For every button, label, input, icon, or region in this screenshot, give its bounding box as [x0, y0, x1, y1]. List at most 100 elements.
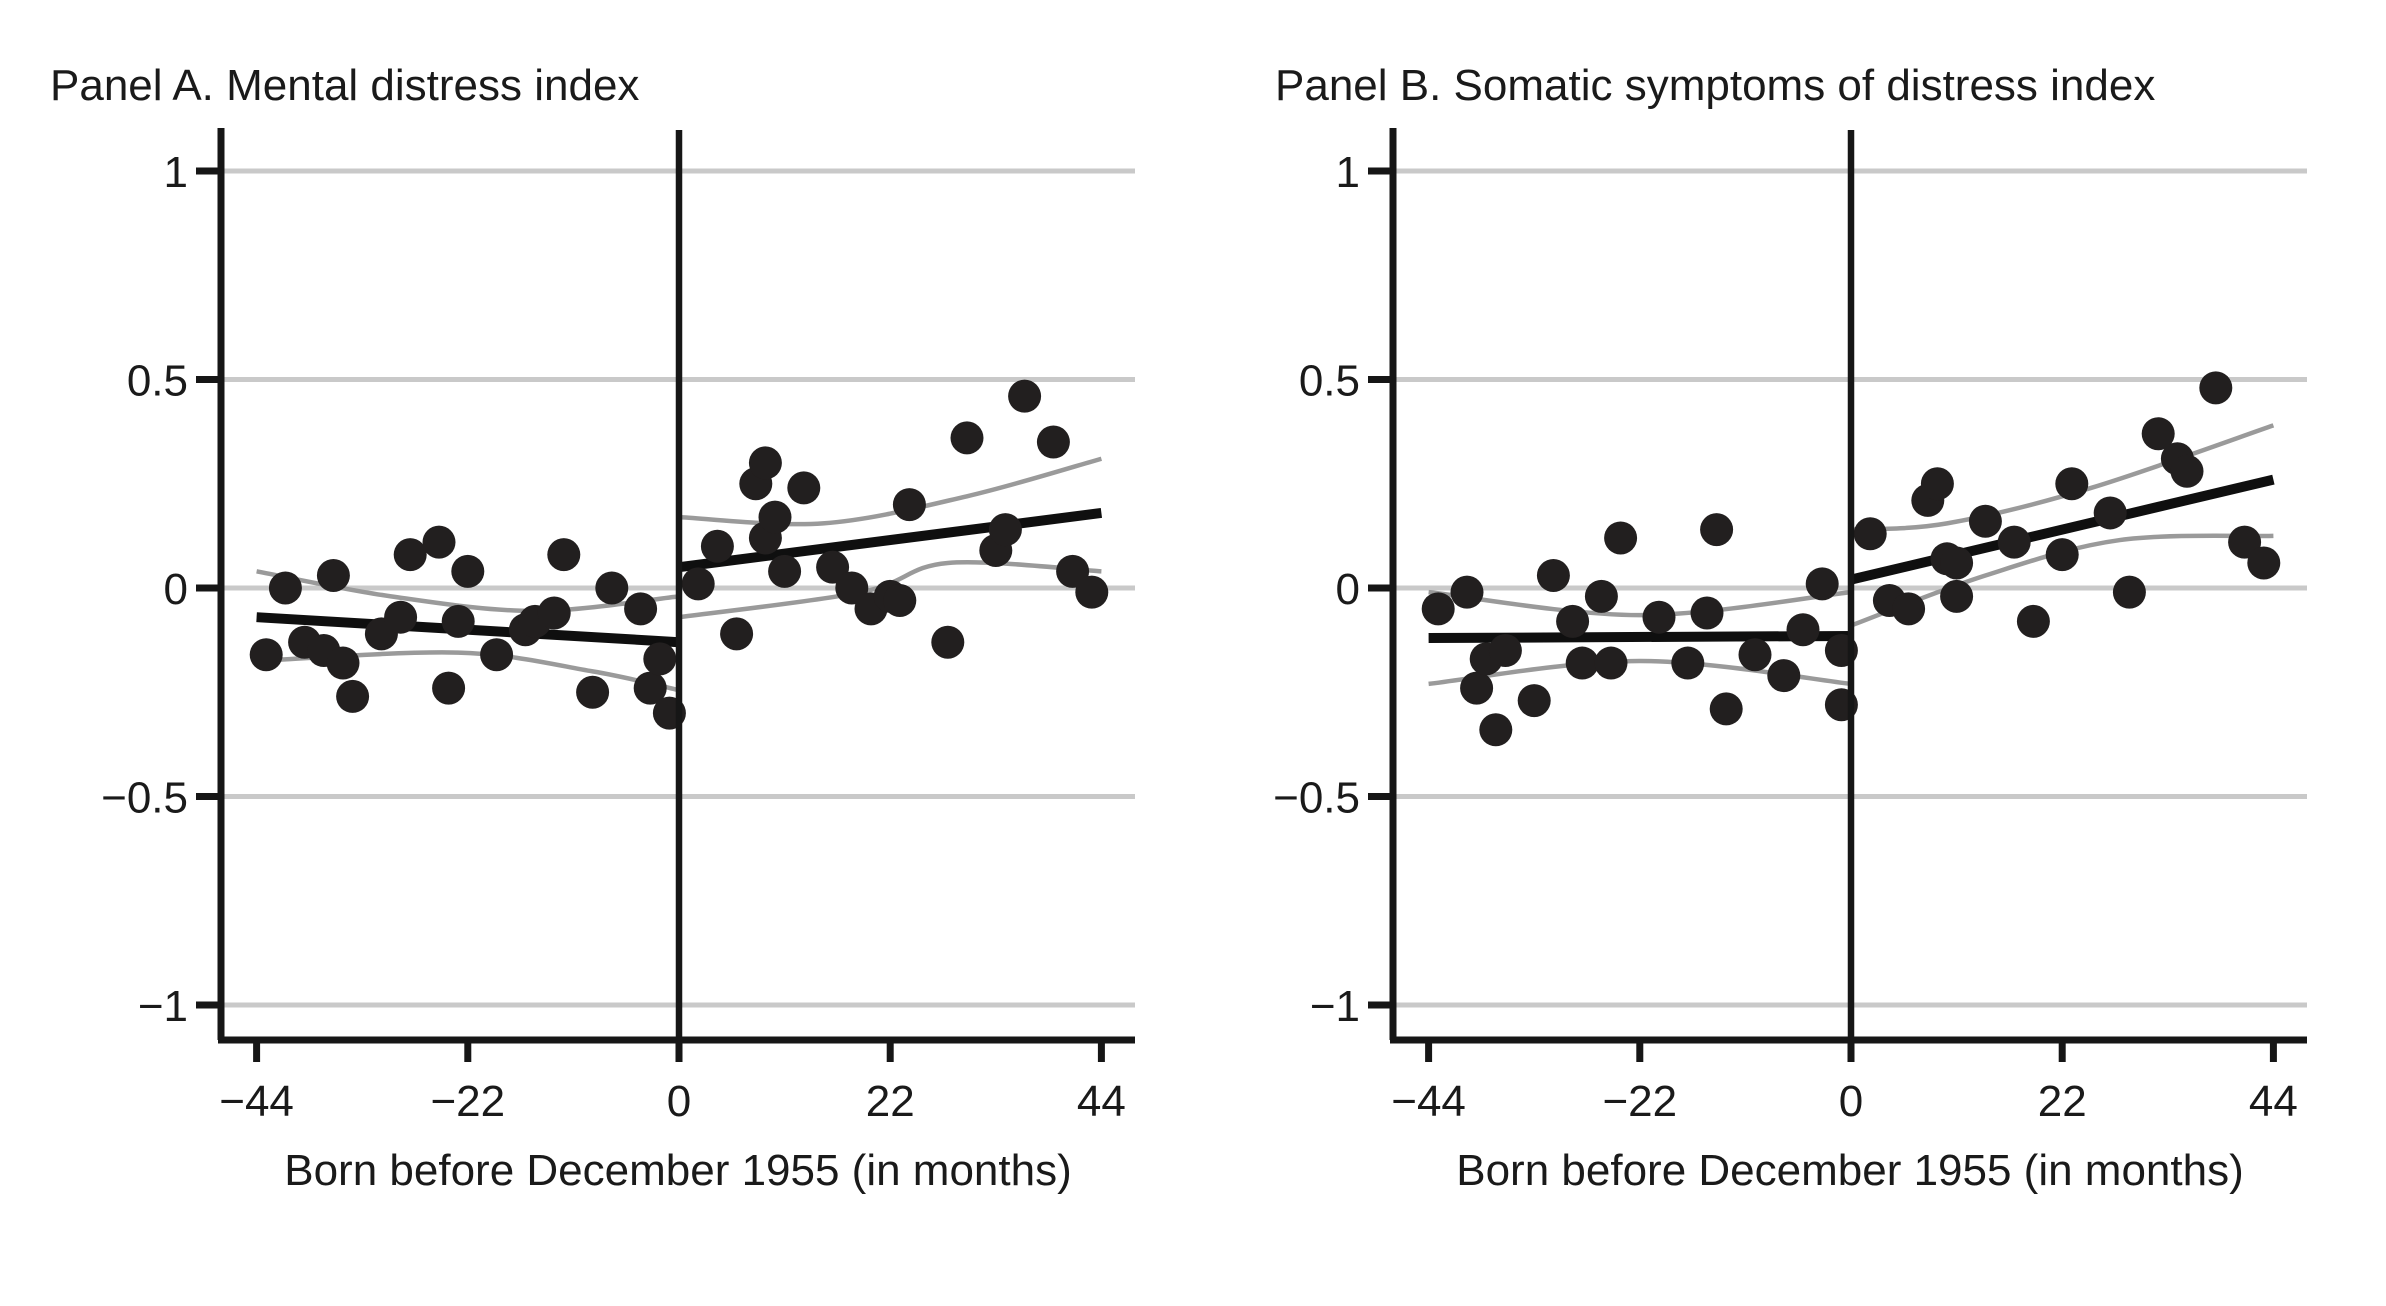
fit-line — [678, 507, 1103, 573]
data-point — [892, 488, 926, 522]
y-tick-label: 0 — [164, 565, 188, 614]
y-tick-label: −1 — [1310, 982, 1360, 1031]
data-point — [384, 600, 418, 634]
x-tick-label: 22 — [866, 1077, 915, 1126]
y-tick-label: 0 — [1336, 565, 1360, 614]
data-point — [451, 554, 485, 588]
panel-b-xaxis-label: Born before December 1955 (in months) — [1456, 1146, 2244, 1195]
data-point — [1584, 579, 1618, 613]
confidence-band-line — [678, 560, 1102, 620]
data-point — [1853, 517, 1887, 551]
data-point — [1642, 600, 1676, 634]
data-point — [2055, 467, 2089, 501]
data-point — [326, 646, 360, 680]
data-point — [988, 513, 1022, 547]
data-point — [2199, 371, 2233, 405]
data-point — [1997, 525, 2031, 559]
data-point — [1565, 646, 1599, 680]
data-point — [1488, 634, 1522, 668]
y-tick-label: −1 — [138, 982, 188, 1031]
data-point — [1671, 646, 1705, 680]
panel-a-plot-group: 1 0.5 0 −0.5 −1 −44 −22 0 22 44 — [101, 128, 1135, 1126]
data-point — [1690, 596, 1724, 630]
x-tick-label: −44 — [1391, 1077, 1466, 1126]
fit-line — [1428, 630, 1852, 644]
fit-line — [1849, 474, 2275, 585]
data-point — [1056, 554, 1090, 588]
data-point — [1892, 592, 1926, 626]
confidence-band-line — [256, 569, 680, 614]
data-point — [624, 592, 658, 626]
data-point — [393, 538, 427, 572]
x-tick-label: 44 — [1077, 1077, 1126, 1126]
data-point — [1036, 425, 1070, 459]
data-point — [1940, 546, 1974, 580]
panel-b-title: Panel B. Somatic symptoms of distress in… — [1275, 61, 2155, 110]
x-tick-label: −22 — [430, 1077, 505, 1126]
data-point — [537, 596, 571, 630]
data-point — [2093, 496, 2127, 530]
data-point — [1517, 684, 1551, 718]
y-tick-label: 0.5 — [127, 357, 188, 406]
data-point — [1738, 638, 1772, 672]
data-point — [1920, 467, 1954, 501]
data-point — [931, 625, 965, 659]
data-point — [1556, 604, 1590, 638]
y-tick-label: 1 — [164, 148, 188, 197]
panel-a-xaxis-label: Born before December 1955 (in months) — [284, 1146, 1072, 1195]
data-point — [1421, 592, 1455, 626]
data-point — [1968, 504, 2002, 538]
data-point — [1767, 659, 1801, 693]
data-point — [1940, 579, 1974, 613]
data-point — [2112, 575, 2146, 609]
data-point — [1594, 646, 1628, 680]
data-point — [316, 558, 350, 592]
data-point — [700, 529, 734, 563]
data-point — [787, 471, 821, 505]
data-point — [336, 679, 370, 713]
data-point — [2045, 538, 2079, 572]
data-point — [2228, 525, 2262, 559]
data-point — [720, 617, 754, 651]
data-point — [595, 571, 629, 605]
data-point — [1008, 379, 1042, 413]
data-point — [883, 584, 917, 618]
data-point — [268, 571, 302, 605]
x-tick-label: 22 — [2038, 1077, 2087, 1126]
data-point — [432, 671, 466, 705]
data-point — [681, 567, 715, 601]
data-point — [2141, 417, 2175, 451]
confidence-band-line — [1428, 589, 1852, 618]
panel-b-figure: Panel B. Somatic symptoms of distress in… — [1273, 61, 2307, 1195]
y-tick-label: 0.5 — [1299, 357, 1360, 406]
data-point — [480, 638, 514, 672]
data-point — [249, 638, 283, 672]
y-tick-label: 1 — [1336, 148, 1360, 197]
data-point — [950, 421, 984, 455]
y-tick-label: −0.5 — [101, 774, 188, 823]
data-point — [1536, 558, 1570, 592]
data-point — [1075, 575, 1109, 609]
confidence-band-line — [1850, 423, 2275, 532]
data-point — [1700, 513, 1734, 547]
data-point — [441, 604, 475, 638]
data-point — [2016, 604, 2050, 638]
data-point — [576, 675, 610, 709]
data-point — [835, 571, 869, 605]
data-point — [2170, 454, 2204, 488]
data-point — [2247, 546, 2281, 580]
data-point — [1805, 567, 1839, 601]
data-point — [643, 642, 677, 676]
x-tick-label: 44 — [2249, 1077, 2298, 1126]
x-tick-label: −22 — [1602, 1077, 1677, 1126]
x-tick-label: 0 — [1839, 1077, 1863, 1126]
x-tick-label: 0 — [667, 1077, 691, 1126]
data-point — [1604, 521, 1638, 555]
panel-a-figure: Panel A. Mental distress index 1 0.5 0 −0.5… — [50, 61, 1135, 1195]
data-point — [1479, 713, 1513, 747]
data-point — [748, 446, 782, 480]
data-point — [1460, 671, 1494, 705]
data-point — [1709, 692, 1743, 726]
y-tick-label: −0.5 — [1273, 774, 1360, 823]
